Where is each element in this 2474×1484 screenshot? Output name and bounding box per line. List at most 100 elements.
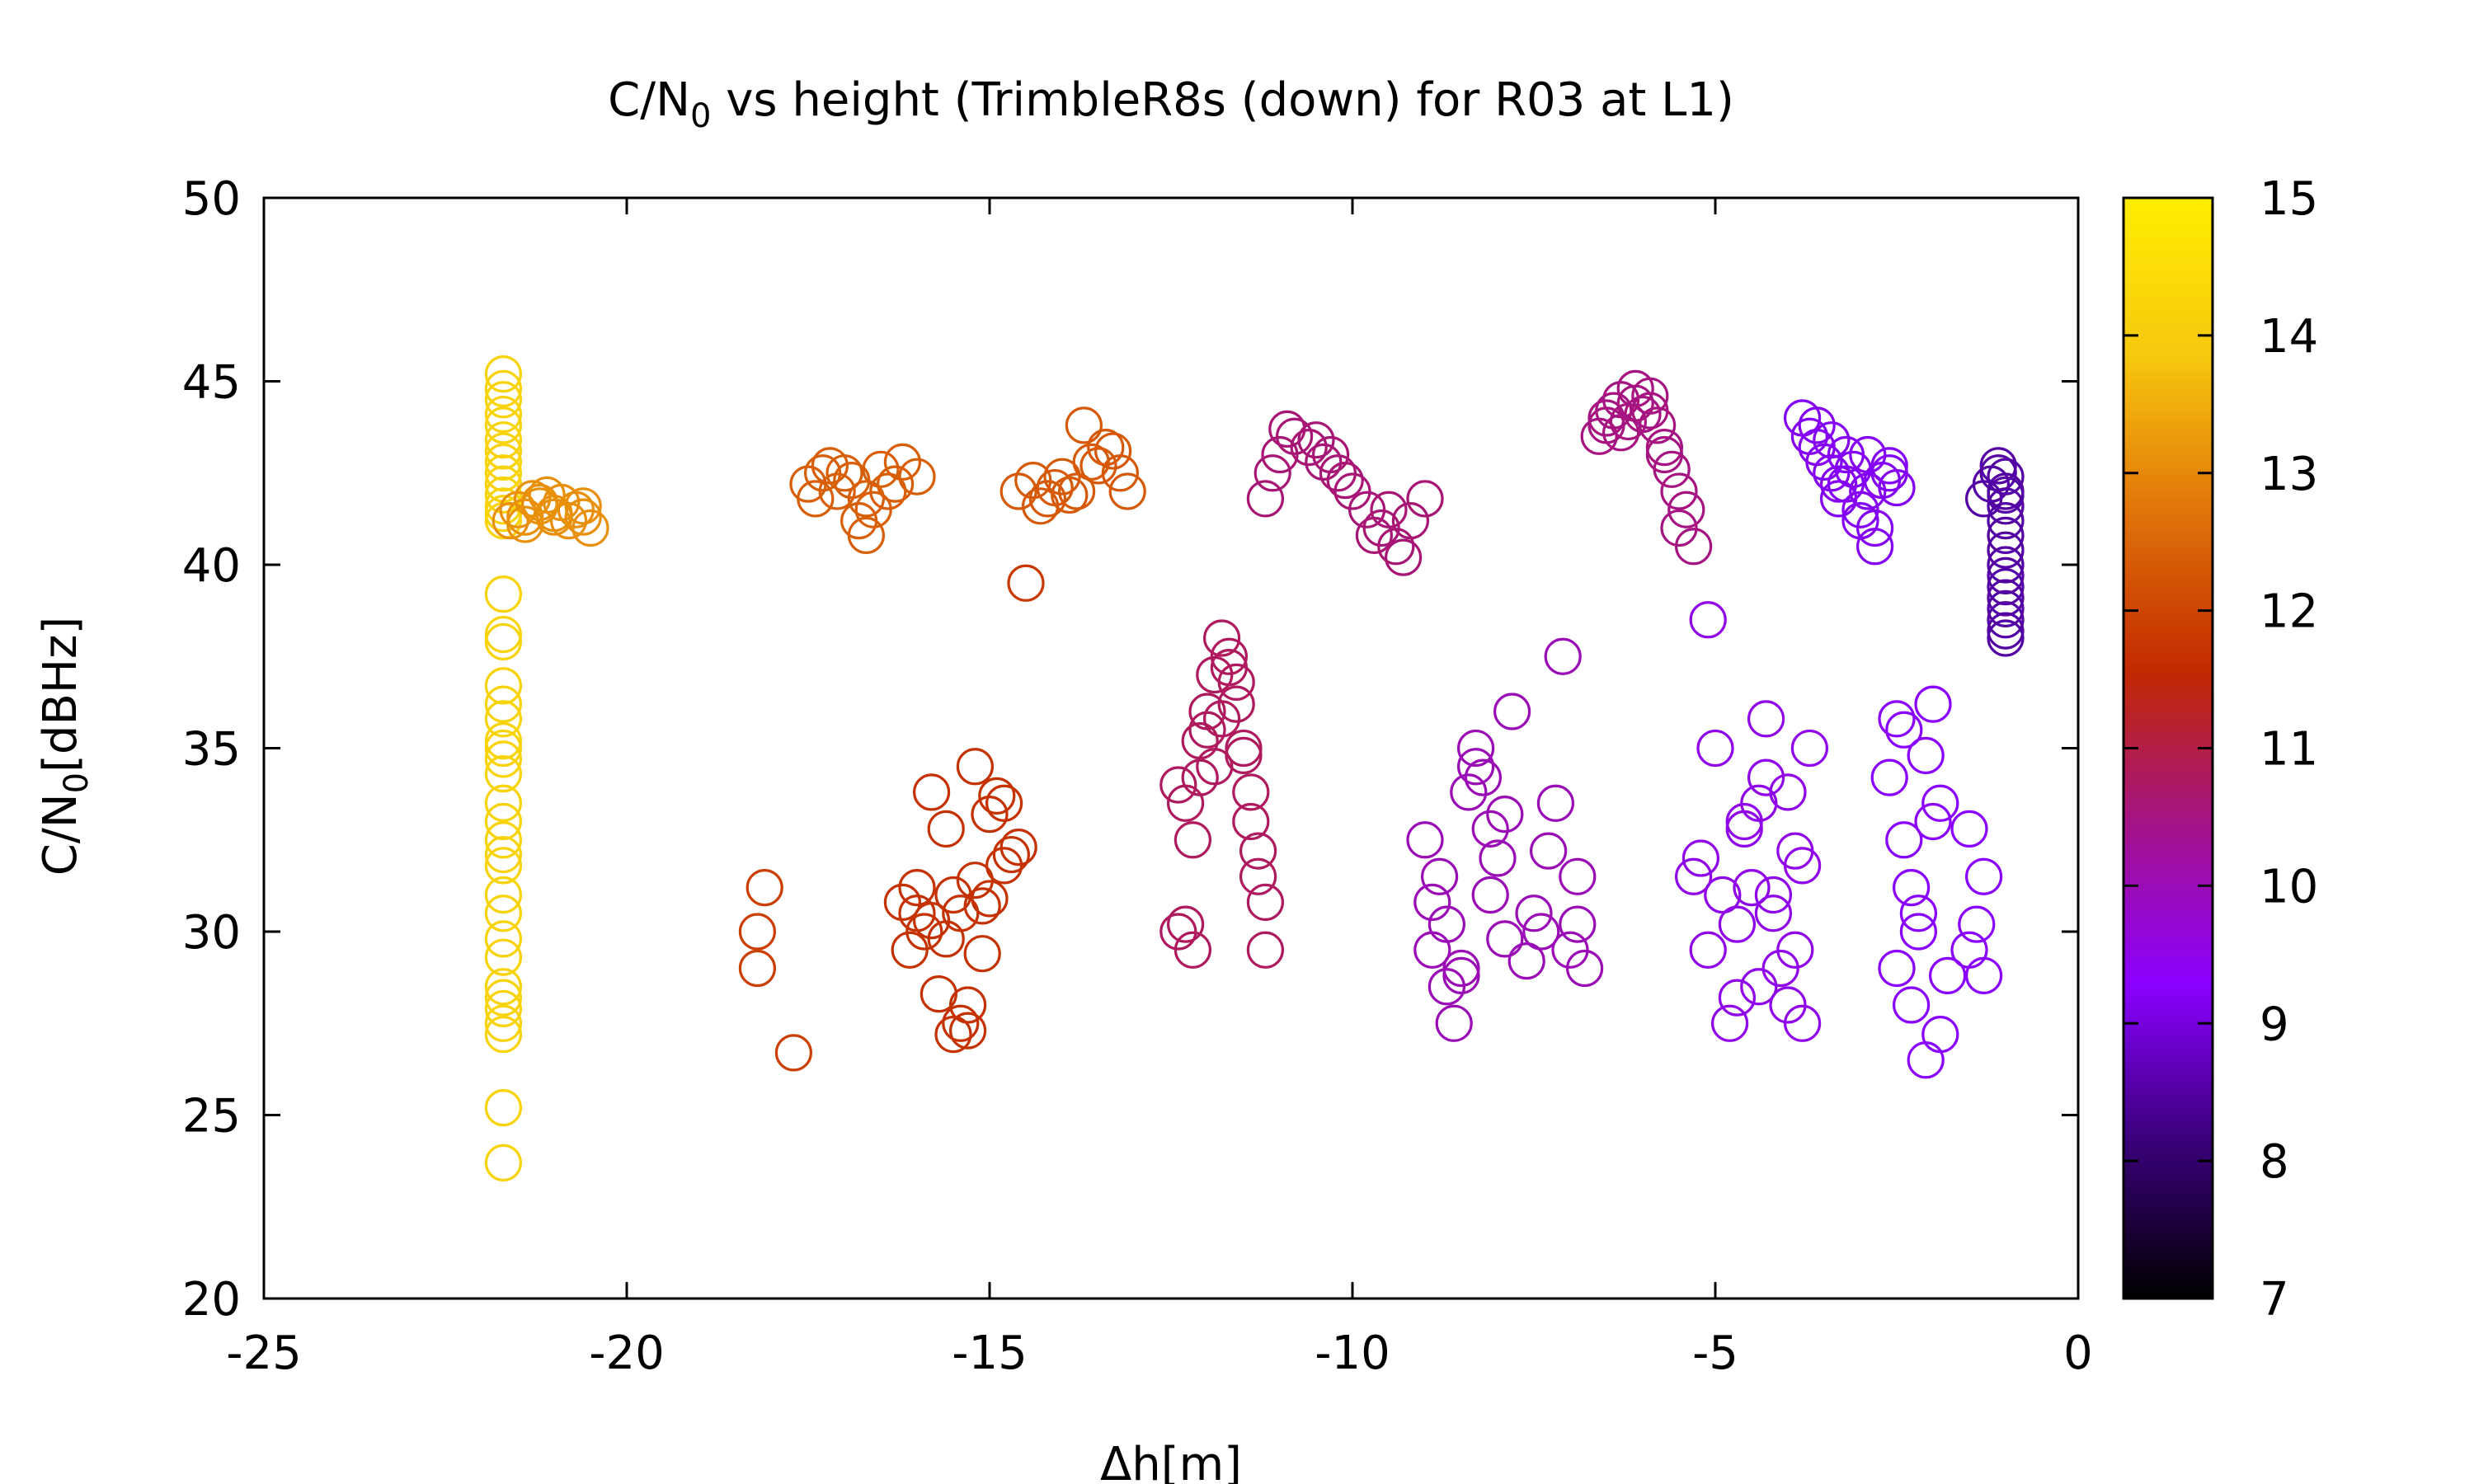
y-tick-label: 45: [182, 356, 241, 410]
data-point: [1747, 758, 1785, 796]
data-point: [1188, 711, 1226, 749]
data-point: [549, 501, 588, 540]
data-point: [484, 575, 523, 613]
data-point: [484, 821, 523, 859]
data-point: [1507, 942, 1545, 980]
data-point: [1631, 392, 1669, 430]
data-point: [484, 355, 523, 393]
data-point: [1602, 414, 1640, 452]
data-point: [1914, 685, 1952, 723]
data-point: [912, 773, 951, 811]
data-point: [484, 802, 523, 841]
data-point: [1210, 637, 1249, 675]
data-point: [948, 1012, 987, 1050]
data-point: [1958, 905, 1996, 943]
data-point: [927, 810, 965, 848]
data-point: [1079, 447, 1117, 485]
data-point: [1754, 876, 1792, 914]
data-point: [934, 1015, 972, 1054]
data-point: [1689, 601, 1727, 639]
data-point: [1907, 736, 1945, 775]
data-point: [1253, 454, 1291, 492]
data-point: [1776, 832, 1814, 870]
data-point: [1899, 895, 1937, 932]
data-point: [934, 876, 972, 914]
data-point: [484, 876, 523, 914]
colorbar-tick-label: 10: [2260, 860, 2318, 913]
data-point: [1427, 905, 1466, 943]
data-point: [1456, 748, 1495, 786]
data-point: [564, 487, 602, 525]
colorbar-tick-label: 15: [2260, 172, 2318, 226]
data-point: [1987, 501, 2025, 540]
data-point: [484, 421, 523, 459]
data-point: [1007, 564, 1045, 602]
data-point: [1870, 454, 1908, 492]
data-point: [571, 509, 609, 547]
data-point: [1790, 729, 1828, 768]
data-point: [1987, 619, 2025, 657]
data-point: [1028, 480, 1067, 518]
data-point: [948, 986, 987, 1024]
data-point: [971, 795, 1009, 834]
data-point: [484, 895, 523, 932]
colorbar-tick-label: 12: [2260, 585, 2318, 639]
data-point: [1718, 905, 1756, 943]
data-point: [1733, 868, 1771, 907]
data-point: [1675, 857, 1713, 895]
x-tick-label: -10: [1315, 1327, 1390, 1380]
data-point: [484, 847, 523, 885]
colorbar-tick-label: 13: [2260, 448, 2318, 501]
data-point: [1987, 589, 2025, 628]
data-point: [564, 498, 602, 536]
data-point: [985, 784, 1023, 822]
data-point: [1065, 406, 1103, 444]
data-point: [1435, 1004, 1473, 1042]
data-point: [1893, 868, 1931, 907]
data-point: [484, 369, 523, 407]
data-point: [1725, 810, 1763, 848]
x-axis: -25 -20 -15 -10 -5 0: [226, 198, 2093, 1380]
data-point: [1391, 501, 1430, 540]
data-point: [1239, 832, 1277, 870]
data-point: [1907, 1041, 1945, 1079]
data-point: [1486, 920, 1524, 958]
data-point: [1181, 758, 1219, 796]
data-point: [1311, 435, 1350, 474]
data-point: [1950, 810, 1988, 848]
data-point: [978, 777, 1016, 815]
data-point: [1471, 810, 1509, 848]
data-point: [1305, 443, 1343, 481]
data-point: [1202, 700, 1241, 738]
data-point: [862, 450, 900, 488]
data-point: [484, 501, 523, 540]
data-point: [999, 472, 1037, 510]
data-point: [1413, 883, 1451, 922]
data-point: [942, 895, 980, 932]
data-point: [1950, 931, 1988, 969]
plot-area-frame: [262, 196, 2080, 1300]
x-tick-label: -5: [1692, 1327, 1738, 1380]
data-point: [1275, 417, 1314, 455]
data-point: [1036, 468, 1074, 507]
data-point: [1987, 568, 2025, 606]
data-point: [898, 458, 936, 495]
data-point: [1616, 369, 1654, 407]
x-tick-label: -25: [226, 1327, 301, 1380]
data-point: [484, 740, 523, 778]
data-point: [942, 1004, 980, 1042]
y-axis: 20 25 30 35 40 45 50: [182, 172, 2078, 1327]
data-point: [484, 938, 523, 976]
data-point: [1587, 399, 1625, 437]
data-point: [1987, 601, 2025, 639]
data-point: [484, 495, 523, 533]
data-point: [963, 935, 1001, 973]
data-point: [1159, 913, 1197, 951]
data-point: [1210, 648, 1249, 687]
data-point: [1522, 913, 1560, 951]
data-point: [1754, 895, 1792, 932]
x-tick-label: -15: [952, 1327, 1027, 1380]
data-point: [1987, 612, 2025, 650]
data-point: [1217, 685, 1255, 723]
data-point: [484, 395, 523, 434]
